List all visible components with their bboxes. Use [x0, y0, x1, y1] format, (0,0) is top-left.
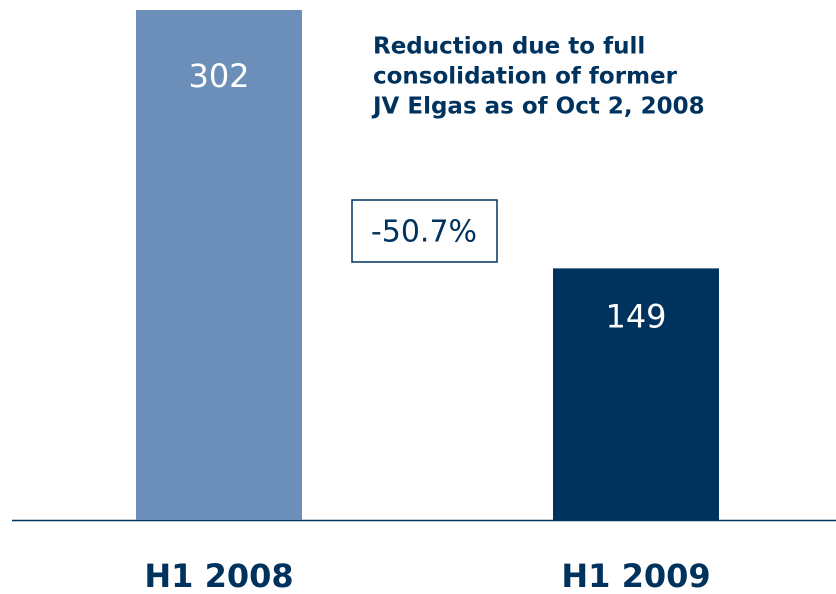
category-label: H1 2009	[561, 557, 710, 594]
category-label: H1 2008	[144, 557, 293, 594]
change-box	[351, 199, 498, 263]
value-label: 149	[605, 297, 666, 335]
annotation-line: JV Elgas as of Oct 2, 2008	[371, 94, 705, 120]
change-label: -50.7%	[371, 215, 477, 250]
annotation-line: consolidation of former	[373, 64, 678, 90]
annotation-line: Reduction due to full	[373, 34, 645, 60]
value-label: 302	[188, 57, 249, 95]
bar	[553, 268, 719, 520]
bar	[136, 10, 302, 520]
